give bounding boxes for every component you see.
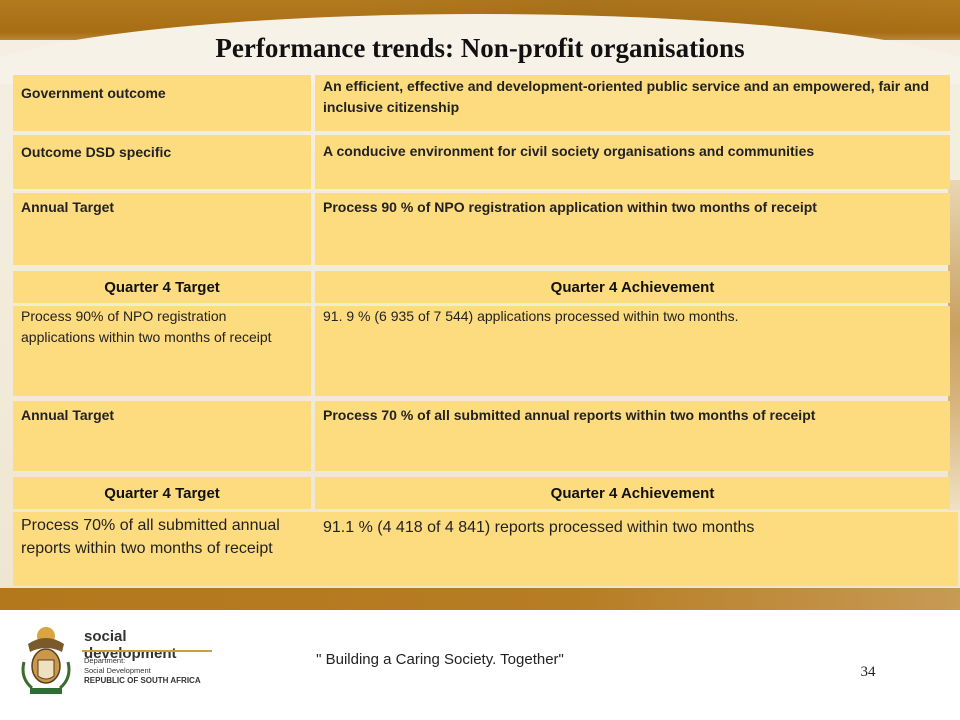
annual-target-2-label: Annual Target [13,401,311,471]
org-divider [82,650,212,652]
dept-line-3: REPUBLIC OF SOUTH AFRICA [84,676,201,685]
government-outcome-value: An efficient, effective and development-… [315,75,950,131]
right-edge-decoration [948,180,960,510]
q4-achievement-1: 91. 9 % (6 935 of 7 544) applications pr… [315,306,950,396]
q4-target-1: Process 90% of NPO registration applicat… [13,306,311,396]
org-name: social development [84,628,177,662]
bottom-decorative-band [0,588,960,610]
q4-target-2: Process 70% of all submitted annual repo… [13,512,315,586]
footer [0,610,960,720]
dept-line-1: Department: [84,656,126,665]
coat-of-arms-icon [21,627,71,694]
outcome-dsd-value: A conducive environment for civil societ… [315,135,950,189]
government-outcome-label: Government outcome [13,75,311,131]
q4-achievement-header-1: Quarter 4 Achievement [315,271,950,303]
q4-target-header-1: Quarter 4 Target [13,271,311,303]
q4-achievement-header-2: Quarter 4 Achievement [315,477,950,509]
outcome-dsd-label: Outcome DSD specific [13,135,311,189]
annual-target-2-value: Process 70 % of all submitted annual rep… [315,401,950,471]
annual-target-1-value: Process 90 % of NPO registration applica… [315,193,950,265]
q4-target-header-2: Quarter 4 Target [13,477,311,509]
page-number: 34 [860,664,876,680]
q4-achievement-2: 91.1 % (4 418 of 4 841) reports processe… [315,512,958,586]
annual-target-1-label: Annual Target [13,193,311,265]
department-logo: social development Department: Social De… [18,622,218,702]
page-title: Performance trends: Non-profit organisat… [215,33,745,63]
dept-line-2: Social Development [84,666,151,675]
slogan: " Building a Caring Society. Together" [316,651,564,668]
